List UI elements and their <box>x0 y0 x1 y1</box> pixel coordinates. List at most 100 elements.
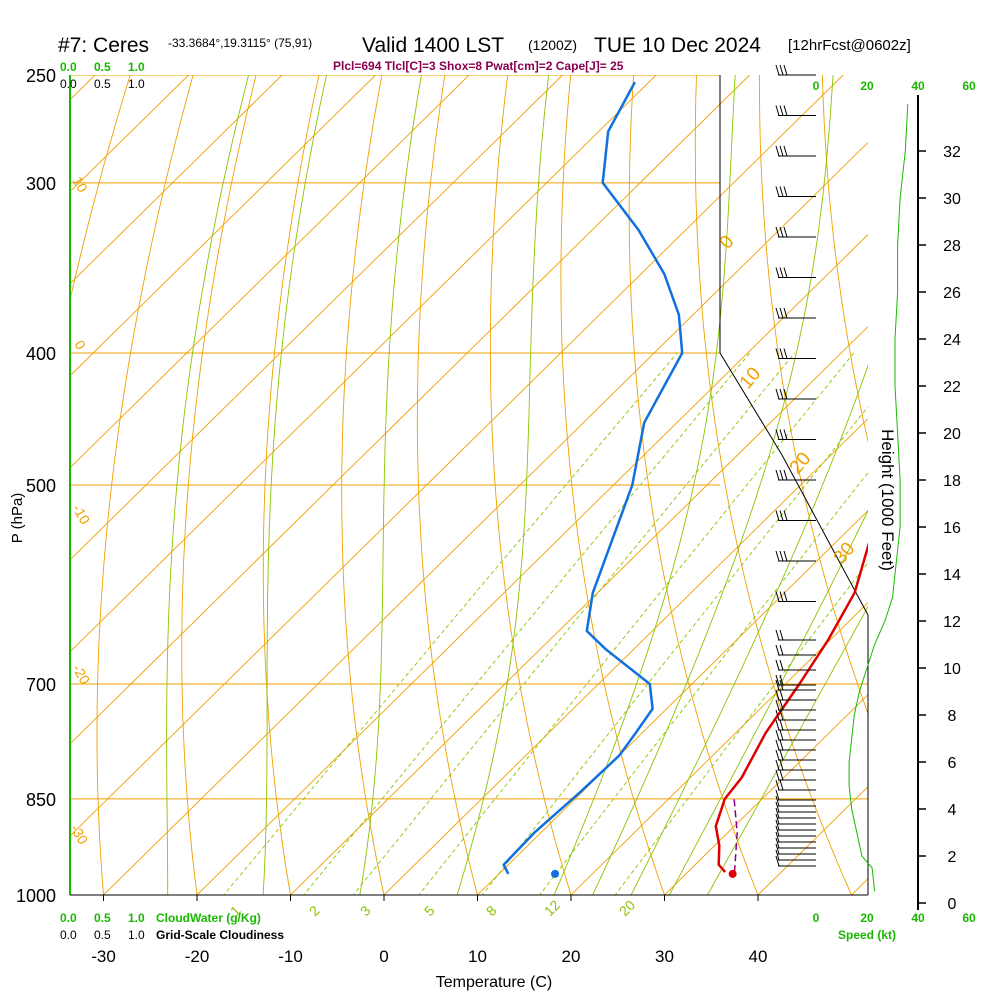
wind-barb <box>775 348 816 359</box>
wind-barb <box>775 186 816 197</box>
cloudiness-tick-top-0: 0.0 <box>60 77 77 91</box>
wind-barb <box>775 719 816 731</box>
dry-adiabat <box>96 75 194 895</box>
moist-adiabat <box>553 75 736 895</box>
isotherm-label: 10 <box>736 364 766 394</box>
speed-tick-bottom-3: 60 <box>962 911 976 925</box>
wind-barb <box>775 795 816 807</box>
cloudiness-tick-bottom-2: 1.0 <box>128 928 145 942</box>
wind-barb <box>775 644 816 656</box>
dry-adiabat <box>758 75 868 715</box>
moist-adiabat <box>456 75 550 895</box>
speed-tick-top-1: 20 <box>860 79 874 93</box>
dry-adiabat <box>489 75 572 895</box>
wind-barb <box>775 307 816 319</box>
speed-tick-bottom-2: 40 <box>911 911 925 925</box>
mixing-ratio-label: 5 <box>421 902 438 919</box>
wind-barb <box>775 739 816 751</box>
temperature-tick-label: 30 <box>655 947 674 966</box>
grid-layer <box>0 75 868 895</box>
wind-barb <box>775 699 816 711</box>
isotherm-label: 0 <box>71 338 89 353</box>
isotherm-label: -20 <box>69 662 93 688</box>
height-tick-label: 14 <box>943 567 961 584</box>
wind-barb <box>775 429 816 440</box>
wind-barb <box>775 145 816 157</box>
temperature-tick-label: 0 <box>379 947 388 966</box>
height-tick-label: 12 <box>943 614 961 631</box>
dry-adiabat <box>341 75 385 895</box>
isotherm-line <box>0 75 2 895</box>
pressure-tick-label: 250 <box>26 66 56 86</box>
temperature-tick-label: 40 <box>749 947 768 966</box>
wind-barb <box>775 388 816 400</box>
wind-barb <box>775 801 816 813</box>
pressure-tick-label: 850 <box>26 790 56 810</box>
height-tick-label: 10 <box>943 661 961 678</box>
pressure-tick-label: 700 <box>26 675 56 695</box>
height-tick-label: 18 <box>943 473 961 490</box>
temperature-tick-label: 20 <box>562 947 581 966</box>
cloudwater-tick-top-1: 0.5 <box>94 60 111 74</box>
dry-adiabat <box>628 75 759 895</box>
wind-speed-profile <box>848 103 909 892</box>
isotherm-label: -10 <box>69 502 93 528</box>
wind-barb <box>775 226 816 238</box>
speed-tick-bottom-1: 20 <box>860 911 874 925</box>
speed-tick-top-2: 40 <box>911 79 925 93</box>
temperature-tick-label: -20 <box>185 947 210 966</box>
wind-barb <box>775 510 816 521</box>
wind-barb <box>775 749 816 761</box>
mixing-ratio-label: 8 <box>483 902 500 919</box>
dry-adiabat <box>416 75 478 895</box>
dry-adiabat <box>560 75 665 895</box>
temperature-tick-label: -30 <box>91 947 116 966</box>
mixing-ratio-label: 3 <box>357 902 374 919</box>
wind-barb <box>775 709 816 721</box>
pressure-tick-label: 300 <box>26 174 56 194</box>
height-tick-label: 22 <box>943 379 961 396</box>
height-axis-title: Height (1000 Feet) <box>878 429 897 571</box>
surface-temperature-marker <box>728 869 737 878</box>
wind-barb <box>775 550 816 562</box>
wind-barb <box>775 674 816 686</box>
wind-barb <box>775 105 816 116</box>
wind-barb <box>775 837 816 849</box>
wind-barb <box>775 855 816 867</box>
dry-adiabat <box>694 75 852 895</box>
height-tick-label: 16 <box>943 520 961 537</box>
station-title: #7: Ceres <box>58 34 149 57</box>
mixing-ratio-line <box>481 406 868 895</box>
wind-barb <box>775 659 816 671</box>
isotherm-line <box>383 417 868 895</box>
valid-date: TUE 10 Dec 2024 <box>594 34 761 57</box>
wind-barb <box>775 831 816 843</box>
mixing-ratio-line <box>418 352 855 895</box>
data-layer <box>502 81 868 878</box>
height-tick-label: 20 <box>943 426 961 443</box>
wind-barbs <box>775 64 816 867</box>
dry-adiabat <box>821 75 868 443</box>
cloudwater-tick-bottom-1: 0.5 <box>94 911 111 925</box>
cloudwater-tick-bottom-0: 0.0 <box>60 911 77 925</box>
wind-barb <box>775 689 816 701</box>
height-tick-label: 26 <box>943 285 961 302</box>
isotherm-label: -30 <box>67 822 91 848</box>
station-coords: -33.3684°,19.3115° (75,91) <box>168 36 312 50</box>
surface-dewpoint-marker <box>551 869 560 878</box>
stability-indices: Plcl=694 Tlcl[C]=3 Shox=8 Pwat[cm]=2 Cap… <box>333 59 624 73</box>
parcel-path <box>733 798 738 873</box>
wind-barb <box>775 843 816 855</box>
dry-adiabat <box>262 75 320 895</box>
x-axis-title: Temperature (C) <box>436 974 552 991</box>
temperature-tick-label: -10 <box>278 947 303 966</box>
isotherm-label: 30 <box>830 539 860 569</box>
wind-barb <box>775 769 816 781</box>
speed-tick-top-0: 0 <box>813 79 820 93</box>
wind-barb <box>775 469 816 481</box>
y-axis-title: P (hPa) <box>9 493 26 544</box>
moist-adiabat <box>262 75 327 895</box>
isotherm-line <box>70 75 470 469</box>
wind-barb <box>775 789 816 801</box>
